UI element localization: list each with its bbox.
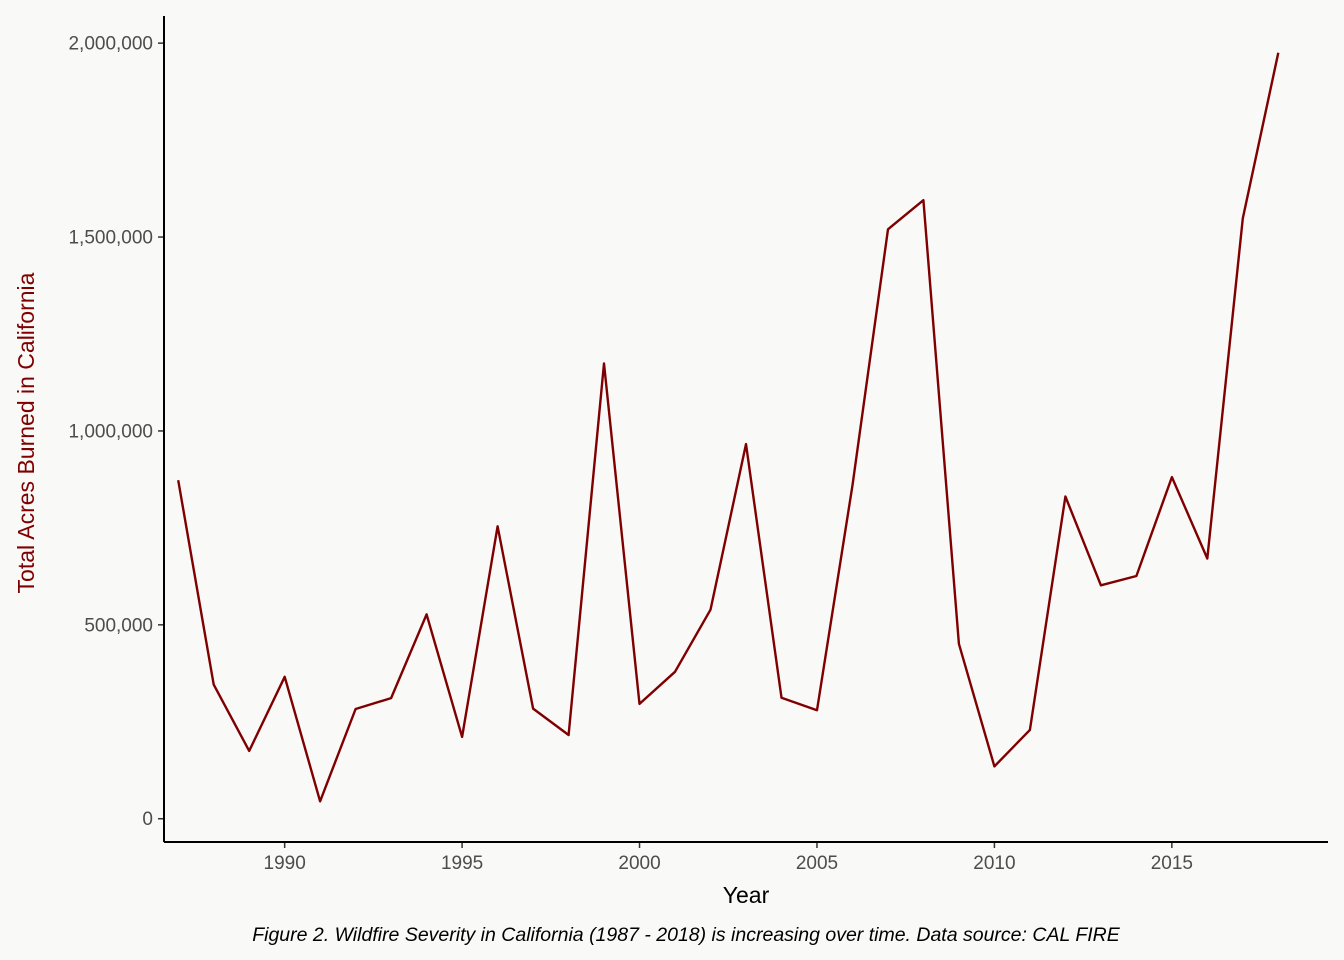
y-axis-ticks: 0 500,000 1,000,000 1,500,000 2,000,000: [68, 34, 164, 830]
y-tick-label: 0: [142, 809, 153, 830]
x-axis-title: Year: [723, 882, 770, 908]
x-tick-label: 1990: [264, 853, 306, 874]
series-line: [177, 52, 1280, 803]
x-tick-label: 2005: [796, 853, 838, 874]
figure-caption: Figure 2. Wildfire Severity in Californi…: [252, 924, 1121, 946]
x-tick-label: 2010: [973, 853, 1015, 874]
y-tick-label: 500,000: [84, 615, 153, 636]
x-tick-label: 2000: [618, 853, 660, 874]
x-tick-label: 1995: [441, 853, 483, 874]
x-tick-label: 2015: [1151, 853, 1193, 874]
y-tick-label: 1,500,000: [68, 228, 153, 249]
y-tick-label: 2,000,000: [68, 34, 153, 55]
y-tick-label: 1,000,000: [68, 421, 153, 442]
y-axis-title: Total Acres Burned in California: [13, 272, 39, 593]
